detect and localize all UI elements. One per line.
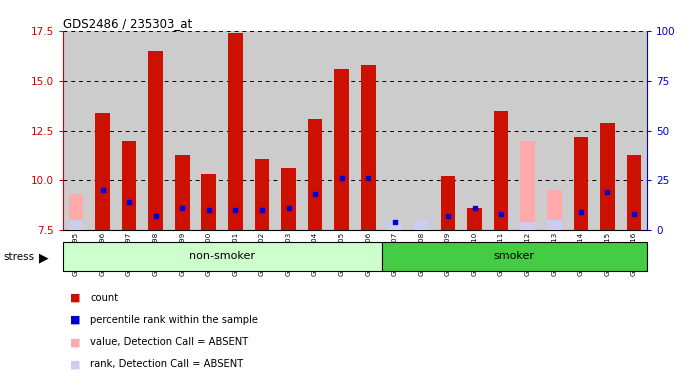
Bar <box>202 174 216 230</box>
Bar <box>228 33 243 230</box>
Bar <box>196 31 222 230</box>
Text: rank, Detection Call = ABSENT: rank, Detection Call = ABSENT <box>90 359 244 369</box>
Text: ■: ■ <box>70 337 80 347</box>
Bar <box>255 159 269 230</box>
Bar <box>514 31 541 230</box>
Bar <box>116 31 143 230</box>
Bar <box>626 154 641 230</box>
Text: ▶: ▶ <box>39 252 49 265</box>
Bar <box>334 69 349 230</box>
Bar <box>388 222 402 230</box>
Bar <box>222 31 248 230</box>
Text: non-smoker: non-smoker <box>189 251 255 262</box>
Bar <box>63 242 381 271</box>
Bar <box>355 31 381 230</box>
Text: ■: ■ <box>70 359 80 369</box>
Bar <box>488 31 514 230</box>
Bar <box>435 31 461 230</box>
Bar <box>574 137 588 230</box>
Bar <box>275 31 302 230</box>
Bar <box>281 169 296 230</box>
Bar <box>302 31 329 230</box>
Text: ■: ■ <box>70 293 80 303</box>
Text: percentile rank within the sample: percentile rank within the sample <box>90 315 258 325</box>
Text: stress: stress <box>3 252 35 262</box>
Bar <box>494 111 508 230</box>
Bar <box>381 242 647 271</box>
Bar <box>600 122 615 230</box>
Bar <box>441 177 455 230</box>
Text: value, Detection Call = ABSENT: value, Detection Call = ABSENT <box>90 337 248 347</box>
Bar <box>89 31 116 230</box>
Bar <box>69 220 84 230</box>
Text: smoker: smoker <box>494 251 535 262</box>
Bar <box>461 31 488 230</box>
Text: ■: ■ <box>70 315 80 325</box>
Bar <box>63 31 89 230</box>
Bar <box>547 220 562 230</box>
Bar <box>408 31 435 230</box>
Bar <box>329 31 355 230</box>
Bar <box>414 220 429 230</box>
Text: GDS2486 / 235303_at: GDS2486 / 235303_at <box>63 17 192 30</box>
Bar <box>175 154 189 230</box>
Bar <box>148 51 163 230</box>
Bar <box>95 113 110 230</box>
Bar <box>567 31 594 230</box>
Bar <box>308 119 322 230</box>
Bar <box>248 31 275 230</box>
Bar <box>169 31 196 230</box>
Bar <box>541 31 567 230</box>
Text: count: count <box>90 293 118 303</box>
Bar <box>361 65 376 230</box>
Bar <box>414 220 429 230</box>
Bar <box>143 31 169 230</box>
Bar <box>547 190 562 230</box>
Bar <box>467 209 482 230</box>
Bar <box>381 31 408 230</box>
Bar <box>521 222 535 230</box>
Bar <box>621 31 647 230</box>
Bar <box>521 141 535 230</box>
Bar <box>69 194 84 230</box>
Bar <box>594 31 621 230</box>
Bar <box>122 141 136 230</box>
